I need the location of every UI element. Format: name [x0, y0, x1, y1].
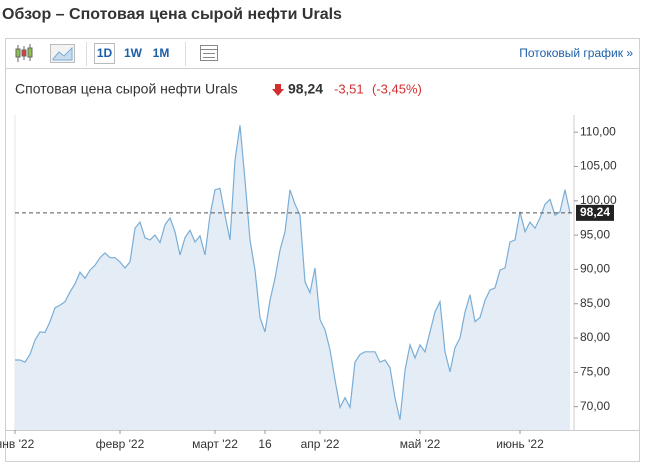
y-tick-label: 100,00	[580, 193, 617, 207]
table-icon[interactable]	[200, 45, 218, 61]
x-tick-label: март '22	[192, 437, 238, 451]
quote-name: Спотовая цена сырой нефти Urals	[15, 81, 238, 97]
x-tick-label: февр '22	[96, 437, 145, 451]
y-tick-label: 95,00	[580, 227, 610, 241]
candle-icon[interactable]	[15, 44, 33, 62]
period-button[interactable]: 1M	[153, 46, 170, 60]
quote-price: 98,24	[288, 81, 323, 97]
quote-change: -3,51	[334, 81, 364, 96]
period-button[interactable]: 1W	[124, 46, 143, 60]
quote-change-pct: (-3,45%)	[372, 81, 422, 96]
y-tick-label: 110,00	[580, 124, 616, 138]
y-tick-label: 85,00	[580, 296, 610, 310]
y-tick-label: 80,00	[580, 330, 610, 344]
period-button[interactable]: 1D	[97, 46, 113, 60]
x-tick-label: апр '22	[301, 437, 340, 451]
x-tick-label: янв '22	[0, 437, 35, 451]
area	[15, 125, 570, 431]
last-value-label: 98,24	[580, 205, 610, 219]
y-tick-label: 70,00	[580, 399, 610, 413]
x-tick-label: 16	[258, 437, 272, 451]
last-value-box	[576, 204, 614, 221]
line	[15, 125, 571, 420]
area-icon-shape	[52, 46, 73, 61]
stream-link[interactable]: Потоковый график »	[519, 46, 633, 60]
y-tick-label: 90,00	[580, 262, 610, 276]
down-arrow	[272, 84, 284, 96]
x-tick-label: май '22	[400, 437, 441, 451]
x-tick-label: июнь '22	[496, 437, 544, 451]
page-title: Обзор – Спотовая цена сырой нефти Urals	[2, 6, 342, 23]
period-active	[94, 43, 115, 64]
plot: 70,00 75,00 80,00 85,00 90,00 95,00 100,00 105,…	[0, 115, 640, 451]
y-tick-label: 105,00	[580, 159, 617, 173]
y-tick-label: 75,00	[580, 365, 610, 379]
